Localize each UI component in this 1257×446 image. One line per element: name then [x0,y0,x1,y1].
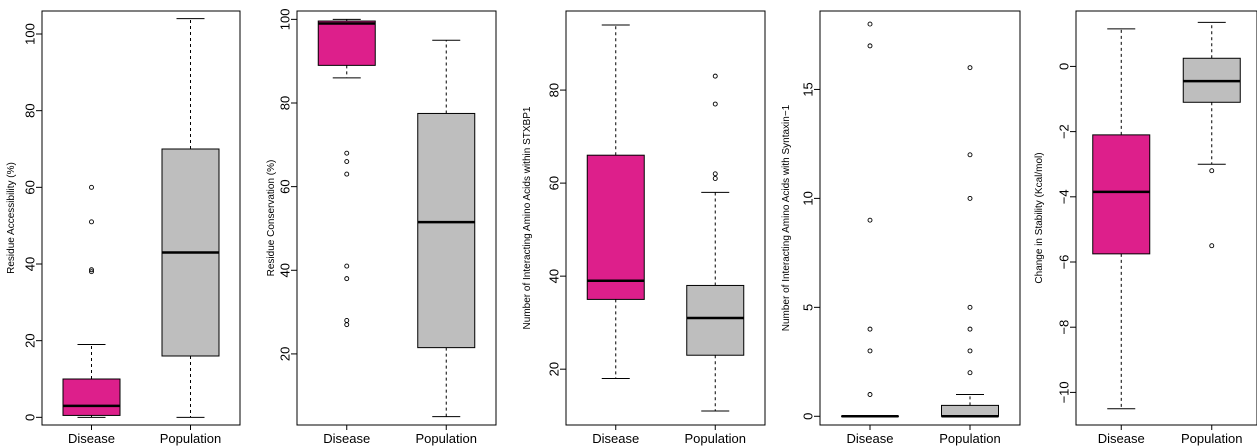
box-disease [62,184,121,418]
x-category-label: Disease [68,431,115,446]
y-tick-label: 20 [277,347,292,361]
outlier-point [1209,168,1215,174]
y-tick-label: 0 [800,413,815,420]
y-tick-label: 40 [277,263,292,277]
box-disease [317,18,376,328]
y-tick-label: 60 [546,176,561,190]
box-disease [841,21,899,418]
x-category-label: Population [1181,431,1242,446]
y-tick-label: 100 [22,23,37,45]
panel-2: 20 40 60 80 100 Residue Conservation (%) Disea… [266,9,497,446]
y-tick-label: 15 [800,82,815,96]
outlier-point [967,195,973,201]
y-axis-label: Number of Interacting Amino Acids with S… [781,104,792,331]
plot-frame [819,10,1021,426]
plot-frame [296,10,497,426]
outlier-point [344,263,350,269]
x-category-label: Disease [323,431,370,446]
box-body [586,154,645,300]
box-body [317,20,376,66]
plot-frame [565,10,766,426]
outlier-point [344,150,350,156]
outlier-point [967,65,973,71]
y-tick-label: 60 [277,179,292,193]
outlier-point [867,43,873,49]
x-category-label: Population [416,431,477,446]
y-tick-label: −6 [1056,255,1071,270]
y-tick-label: 0 [1056,63,1071,70]
outlier-point [867,217,873,223]
x-category-label: Population [939,431,1000,446]
plot-frame [41,10,241,426]
plot-frame [1075,10,1257,426]
x-category-label: Population [685,431,746,446]
y-tick-label: 80 [22,103,37,117]
y-tick-label: −10 [1056,381,1071,403]
y-tick-label: −2 [1056,124,1071,139]
box-body [62,378,121,416]
y-tick-label: 40 [546,269,561,283]
box-body [417,112,476,349]
y-tick-label: 40 [22,257,37,271]
box-population [686,73,745,412]
outlier-point [344,159,350,164]
x-category-label: Disease [1098,431,1145,446]
outlier-point [967,348,973,354]
outlier-point [344,276,350,282]
outlier-point [967,304,973,310]
box-population [417,39,476,418]
outlier-point [867,21,873,27]
outlier-point [344,171,350,177]
outlier-point [344,318,350,323]
outlier-point [967,370,973,376]
y-axis-label: Residue Conservation (%) [266,160,277,277]
outlier-point [344,322,350,328]
panel-3: 20 40 60 80 Number of Interacting Amino Acid… [522,10,766,446]
y-tick-label: 20 [546,362,561,376]
y-tick-label: 10 [800,191,815,205]
panel-1: 0 20 40 60 80 100 Residue Accessibility (%) Dis… [6,10,241,446]
box-population [161,18,220,418]
panel-5: −10 −8 −6 −4 −2 0 Change in Stability (Kcal/mo… [1034,10,1257,446]
x-category-label: Population [160,431,221,446]
outlier-point [712,176,718,181]
outlier-point [89,219,94,225]
outlier-point [89,184,94,190]
y-tick-label: 20 [22,333,37,347]
outlier-point [89,267,94,273]
outlier-point [867,326,873,332]
y-axis-label: Change in Stability (Kcal/mol) [1034,152,1045,283]
box-body [1092,134,1151,255]
outlier-point [967,152,973,158]
y-axis-label: Number of Interacting Amino Acids within… [522,106,533,329]
outlier-point [1209,243,1215,249]
y-tick-label: −8 [1056,320,1071,335]
y-tick-label: 80 [277,96,292,110]
outlier-point [867,392,873,397]
y-tick-label: 100 [277,9,292,31]
y-tick-label: 5 [800,304,815,311]
outlier-point [712,171,718,177]
outlier-point [867,348,873,354]
y-axis-label: Residue Accessibility (%) [6,162,17,274]
box-disease [586,24,645,379]
box-disease [1092,28,1151,410]
box-body [686,284,745,356]
box-population [941,65,999,418]
outlier-point [967,326,973,332]
panel-4: 0 5 10 15 Number of Interacting Amino Acids … [781,10,1021,446]
x-category-label: Disease [592,431,639,446]
box-population [1182,21,1241,249]
box-body [941,404,999,417]
outlier-point [89,269,94,275]
y-tick-label: 60 [22,180,37,194]
x-category-label: Disease [847,431,894,446]
outlier-point [712,101,718,107]
y-tick-label: 0 [22,414,37,421]
y-tick-label: 80 [546,83,561,97]
outlier-point [712,73,718,79]
y-tick-label: −4 [1056,189,1071,204]
